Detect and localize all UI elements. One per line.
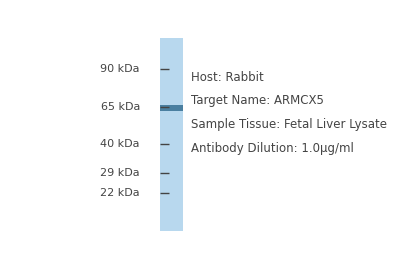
Text: 22 kDa: 22 kDa: [100, 189, 140, 198]
Text: 90 kDa: 90 kDa: [100, 64, 140, 74]
Text: 65 kDa: 65 kDa: [100, 102, 140, 112]
Text: 29 kDa: 29 kDa: [100, 168, 140, 178]
Text: Target Name: ARMCX5: Target Name: ARMCX5: [191, 95, 324, 107]
Text: Sample Tissue: Fetal Liver Lysate: Sample Tissue: Fetal Liver Lysate: [191, 118, 387, 131]
Text: Host: Rabbit: Host: Rabbit: [191, 71, 264, 84]
Bar: [160, 38, 183, 231]
Text: 40 kDa: 40 kDa: [100, 139, 140, 149]
Text: Antibody Dilution: 1.0µg/ml: Antibody Dilution: 1.0µg/ml: [191, 142, 354, 155]
Bar: [160, 105, 183, 111]
